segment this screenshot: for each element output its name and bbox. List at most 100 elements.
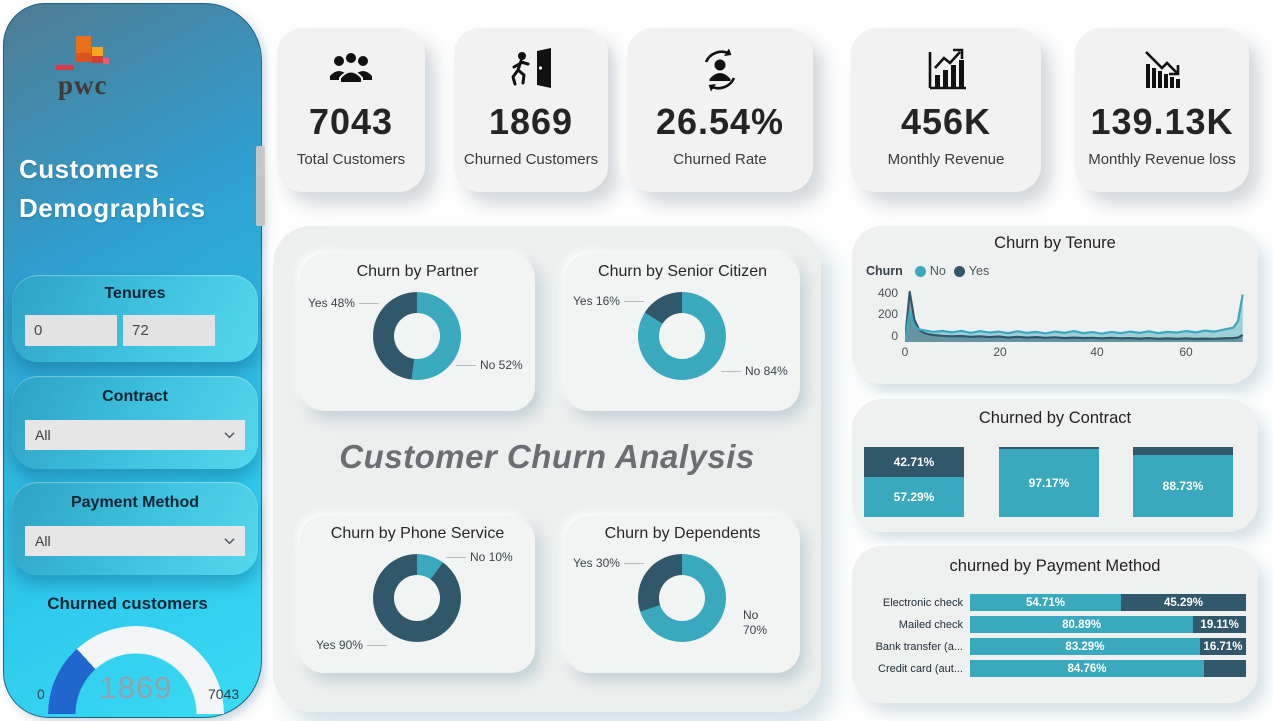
payment-row: Mailed check 80.89% 19.11% <box>858 616 1246 633</box>
contract-segment-yes[interactable] <box>1133 447 1233 455</box>
legend-label-yes: Yes <box>968 264 990 278</box>
contract-segment-no[interactable]: 57.29% <box>864 476 964 517</box>
scrollbar-thumb[interactable] <box>256 146 265 226</box>
contract-segment-yes[interactable] <box>999 447 1099 449</box>
contract-segment-no[interactable]: 97.17% <box>999 448 1099 517</box>
dependents-donut-chart[interactable] <box>638 554 726 642</box>
payment-segment[interactable]: 84.76% <box>970 660 1204 677</box>
contract-segment-yes[interactable]: 42.71% <box>864 447 964 477</box>
churned-by-contract-panel: Churned by Contract 42.71% 57.29% 97.17% … <box>852 399 1258 532</box>
payment-segment[interactable]: 16.71% <box>1199 638 1246 655</box>
sidebar: pwc Customers Demographics Tenures Contr… <box>3 3 262 718</box>
payment-method-bars: Electronic check 54.71% 45.29% Mailed check… <box>858 594 1246 682</box>
revenue-chart-up-icon <box>928 48 966 90</box>
contract-dropdown[interactable]: All <box>25 420 245 450</box>
kpi-label: Total Customers <box>296 151 406 168</box>
payment-row-label: Bank transfer (a... <box>875 640 963 653</box>
churn-by-dependents-card: Churn by Dependents Yes 30% No 70% <box>565 516 800 673</box>
kpi-value: 1869 <box>488 101 574 142</box>
churn-by-partner-card: Churn by Partner Yes 48% No 52% <box>300 254 535 411</box>
payment-row-label: Mailed check <box>898 618 963 631</box>
kpi-card-monthly-revenue: 456K Monthly Revenue <box>851 28 1041 192</box>
contract-segment-no[interactable]: 88.73% <box>1133 454 1233 517</box>
payment-method-label: Payment Method <box>70 494 199 511</box>
payment-segment[interactable]: 83.29% <box>970 638 1200 655</box>
payment-stacked-bar[interactable]: 84.76% <box>970 660 1246 677</box>
chart-title: Churn by Tenure <box>994 234 1116 252</box>
y-tick: 400 <box>877 286 898 300</box>
segment-label: 57.29% <box>893 489 935 504</box>
segment-label: 84.76% <box>1067 662 1107 675</box>
x-tick: 0 <box>901 345 909 359</box>
contract-bar-2[interactable]: 97.17% <box>999 447 1099 517</box>
chart-title: churned by Payment Method <box>949 557 1161 575</box>
contract-dropdown-value: All <box>35 427 51 443</box>
payment-stacked-bar[interactable]: 80.89% 19.11% <box>970 616 1246 633</box>
payment-segment[interactable]: 80.89% <box>970 616 1194 633</box>
churned-gauge[interactable] <box>48 626 224 714</box>
contract-slicer-panel: Contract All <box>12 376 258 469</box>
legend-dot-no <box>914 265 926 277</box>
payment-stacked-bar[interactable]: 54.71% 45.29% <box>970 594 1246 611</box>
payment-segment[interactable]: 45.29% <box>1120 594 1246 611</box>
donut-hole <box>659 313 705 359</box>
segment-label: 83.29% <box>1065 640 1105 653</box>
churn-by-senior-citizen-card: Churn by Senior Citizen Yes 16% No 84% <box>565 254 800 411</box>
segment-label: 19.11% <box>1200 618 1239 631</box>
gauge-min-label: 0 <box>37 686 45 702</box>
partner-donut-chart[interactable] <box>373 292 461 380</box>
payment-method-slicer-panel: Payment Method All <box>12 482 258 575</box>
churn-by-phone-service-card: Churn by Phone Service No 10% Yes 90% <box>300 516 535 673</box>
payment-row: Bank transfer (a... 83.29% 16.71% <box>858 638 1246 655</box>
senior-citizen-donut-chart[interactable] <box>638 292 726 380</box>
payment-stacked-bar[interactable]: 83.29% 16.71% <box>970 638 1246 655</box>
chevron-down-icon <box>224 537 235 544</box>
donut-callout: No 10% <box>442 550 513 564</box>
sidebar-title-line1: Customers <box>19 154 160 184</box>
segment-label: 16.71% <box>1203 640 1243 653</box>
donut-callout: Yes 16% <box>573 294 648 308</box>
churn-by-tenure-panel: Churn by Tenure Churn No Yes 400 200 0 0… <box>852 226 1258 384</box>
chart-title: Churned by Contract <box>978 409 1132 427</box>
kpi-label: Churned Rate <box>673 151 767 168</box>
tenure-area-chart[interactable] <box>905 282 1245 344</box>
tenures-label: Tenures <box>104 285 166 302</box>
payment-segment[interactable]: 19.11% <box>1193 616 1246 633</box>
gauge-value: 1869 <box>99 670 173 705</box>
kpi-label: Monthly Revenue <box>887 151 1005 168</box>
chart-title: Churn by Dependents <box>604 525 761 542</box>
x-tick: 40 <box>1090 345 1104 359</box>
chart-title: Churn by Phone Service <box>330 525 505 542</box>
kpi-value: 139.13K <box>1090 101 1234 142</box>
kpi-value: 7043 <box>308 101 394 142</box>
legend-label-no: No <box>929 264 946 278</box>
payment-row: Credit card (aut... 84.76% <box>858 660 1246 677</box>
segment-label: 88.73% <box>1162 478 1204 493</box>
phone-service-donut-chart[interactable] <box>373 554 461 642</box>
tenure-min-input[interactable] <box>25 315 117 346</box>
contract-bar-1[interactable]: 42.71% 57.29% <box>864 447 964 517</box>
contract-label: Contract <box>102 388 168 405</box>
kpi-value: 26.54% <box>655 101 785 142</box>
chart-title: Churn by Partner <box>356 263 479 280</box>
contract-bar-3[interactable]: 88.73% <box>1133 447 1233 517</box>
exit-door-icon <box>511 48 551 88</box>
donut-callout: Yes 90% <box>316 638 391 652</box>
tenure-max-input[interactable] <box>123 315 215 346</box>
segment-label: 97.17% <box>1028 475 1070 490</box>
people-group-icon <box>330 51 372 84</box>
payment-segment[interactable]: 54.71% <box>970 594 1121 611</box>
kpi-value: 456K <box>900 101 992 142</box>
sidebar-title: Customers Demographics <box>19 150 254 228</box>
segment-label: 54.71% <box>1025 596 1065 609</box>
payment-method-dropdown[interactable]: All <box>25 526 245 556</box>
sidebar-title-line2: Demographics <box>19 193 206 223</box>
chart-title: Churn by Senior Citizen <box>598 263 767 280</box>
tenure-legend: Churn No Yes <box>866 264 989 278</box>
gauge-max-label: 7043 <box>208 686 240 702</box>
donut-callout: No 84% <box>717 364 788 378</box>
donut-hole <box>659 575 705 621</box>
payment-segment[interactable] <box>1203 660 1246 677</box>
segment-label: 45.29% <box>1163 596 1203 609</box>
donut-callout: Yes 30% <box>573 556 648 570</box>
